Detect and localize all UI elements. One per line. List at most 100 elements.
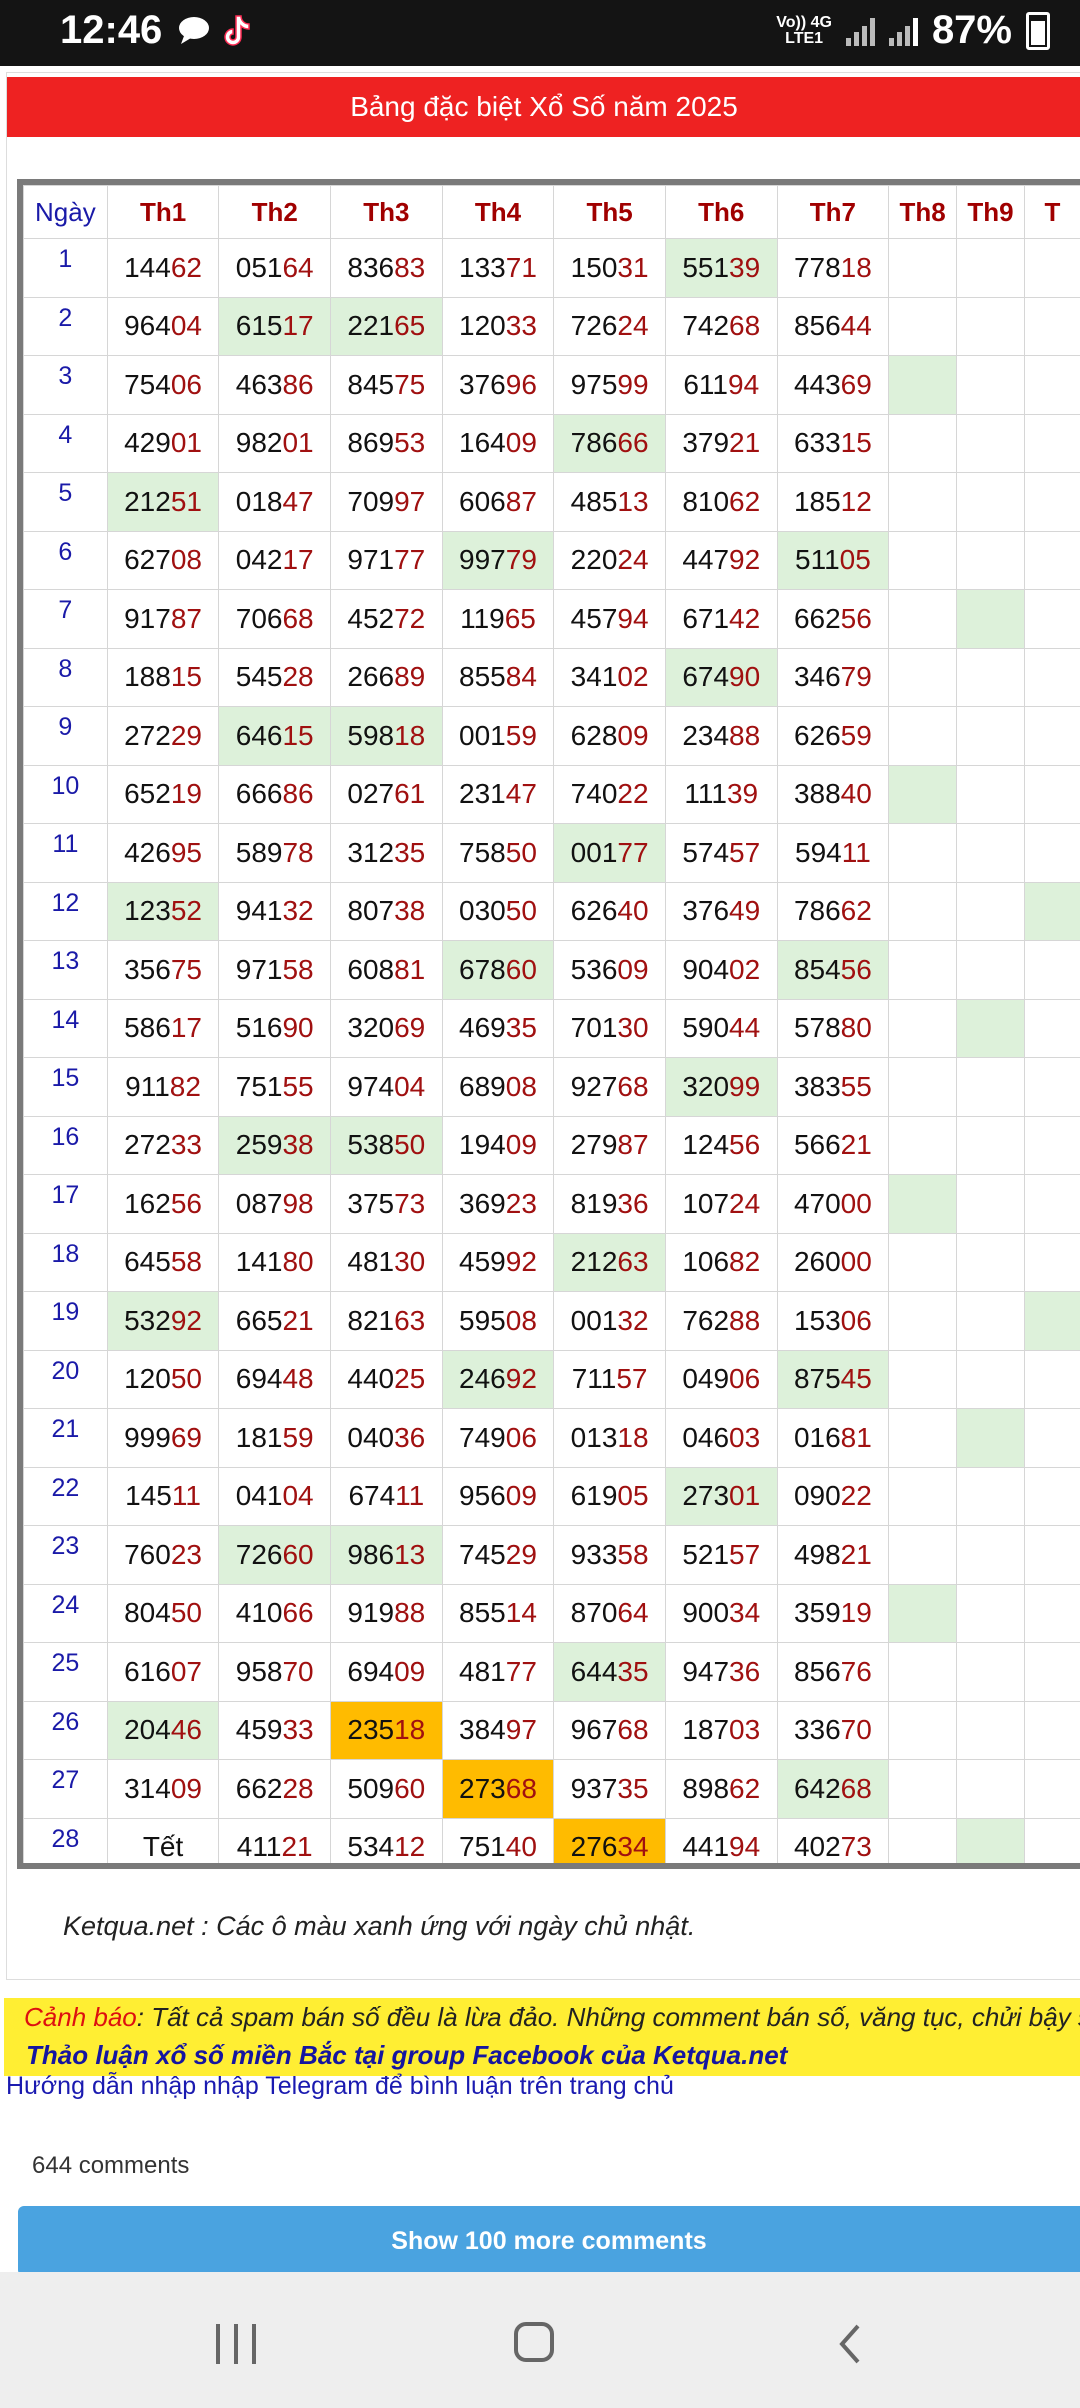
result-prefix: 356 xyxy=(124,953,171,985)
result-last-two-digits: 18 xyxy=(840,251,872,283)
result-last-two-digits: 08 xyxy=(505,1070,537,1102)
show-more-comments-button[interactable]: Show 100 more comments xyxy=(18,2206,1080,2276)
facebook-group-link[interactable]: Thảo luận xổ số miền Bắc tại group Faceb… xyxy=(26,2040,788,2070)
telegram-guide-link[interactable]: Hướng dẫn nhập nhập Telegram để bình luậ… xyxy=(6,2072,674,2100)
result-prefix: 678 xyxy=(459,953,506,985)
result-prefix: 898 xyxy=(682,1772,730,1804)
result-cell: 01318 xyxy=(553,1408,666,1468)
result-prefix: 485 xyxy=(570,485,618,517)
result-last-two-digits: 86 xyxy=(282,368,314,400)
result-last-two-digits: 03 xyxy=(729,1421,761,1453)
result-last-two-digits: 88 xyxy=(729,719,761,751)
result-cell: 45794 xyxy=(553,589,666,649)
result-cell: 91787 xyxy=(106,589,220,649)
day-cell: 11 xyxy=(23,823,108,883)
table-row: 22 14511 04104 67411 95609 61905 27301 09022 xyxy=(23,1466,1080,1526)
results-panel: Bảng đặc biệt Xổ Số năm 2025 Ngày Th1 Th2 T… xyxy=(6,72,1080,1980)
result-prefix: 001 xyxy=(570,836,618,868)
table-row: 18 64558 14180 48130 45992 21263 10682 26000 xyxy=(23,1232,1080,1292)
result-cell: Tết xyxy=(106,1817,220,1863)
result-last-two-digits: 68 xyxy=(840,1772,872,1804)
result-prefix: 665 xyxy=(235,1304,283,1336)
result-cell xyxy=(1023,530,1080,590)
result-last-two-digits: 72 xyxy=(394,602,426,634)
result-cell: 87064 xyxy=(553,1583,666,1643)
result-cell: 64615 xyxy=(218,706,332,766)
result-cell xyxy=(956,1759,1025,1819)
result-cell: 85644 xyxy=(776,296,890,356)
result-cell xyxy=(956,1583,1025,1643)
back-icon[interactable] xyxy=(830,2322,874,2366)
result-cell: 95609 xyxy=(441,1466,555,1526)
result-last-two-digits: 68 xyxy=(505,1772,537,1804)
result-last-two-digits: 09 xyxy=(170,1772,202,1804)
result-last-two-digits: 35 xyxy=(617,1772,649,1804)
table-row: 16 27233 25938 53850 19409 27987 12456 56621 xyxy=(23,1115,1080,1175)
result-prefix: 662 xyxy=(793,602,841,634)
result-last-two-digits: 36 xyxy=(394,1421,426,1453)
result-cell xyxy=(888,296,958,356)
result-prefix: 153 xyxy=(793,1304,841,1336)
result-prefix: 674 xyxy=(348,1480,396,1512)
result-last-two-digits: 35 xyxy=(394,836,426,868)
result-prefix: 919 xyxy=(347,1597,395,1629)
result-last-two-digits: 92 xyxy=(505,1246,537,1278)
result-last-two-digits: 62 xyxy=(170,251,202,283)
result-prefix: 273 xyxy=(459,1772,506,1804)
table-row: 17 16256 08798 37573 36923 81936 10724 47000 xyxy=(23,1174,1080,1234)
result-last-two-digits: 11 xyxy=(395,1480,425,1512)
result-last-two-digits: 40 xyxy=(840,778,872,810)
result-cell: 93735 xyxy=(553,1759,666,1819)
result-cell: 77818 xyxy=(776,238,890,298)
result-prefix: 141 xyxy=(235,1246,283,1278)
result-last-two-digits: 87 xyxy=(170,602,202,634)
result-prefix: 359 xyxy=(793,1597,841,1629)
result-cell xyxy=(888,647,958,707)
home-icon[interactable] xyxy=(514,2322,554,2362)
result-cell: 81062 xyxy=(664,472,778,532)
result-prefix: 204 xyxy=(124,1714,171,1746)
result-last-two-digits: 78 xyxy=(282,836,314,868)
result-last-two-digits: 79 xyxy=(840,661,872,693)
result-prefix: 046 xyxy=(682,1421,730,1453)
result-prefix: 040 xyxy=(347,1421,395,1453)
result-cell: 49821 xyxy=(776,1525,890,1585)
result-cell: 74268 xyxy=(664,296,778,356)
result-last-two-digits: 01 xyxy=(170,427,202,459)
result-last-two-digits: 07 xyxy=(170,1655,202,1687)
battery-percent: 87% xyxy=(931,8,1012,52)
result-cell: 97404 xyxy=(330,1057,443,1117)
result-last-two-digits: 81 xyxy=(394,953,426,985)
result-prefix: 845 xyxy=(347,368,395,400)
result-prefix: 611 xyxy=(683,368,728,400)
result-last-two-digits: 06 xyxy=(505,1421,537,1453)
result-prefix: 760 xyxy=(124,1538,171,1570)
result-prefix: 027 xyxy=(347,778,395,810)
result-cell: 10724 xyxy=(664,1174,778,1234)
table-row: 7 91787 70668 45272 11965 45794 67142 66256 xyxy=(23,589,1080,649)
result-cell: 44792 xyxy=(664,530,778,590)
result-last-two-digits: 21 xyxy=(729,427,761,459)
day-cell: 27 xyxy=(23,1759,108,1819)
result-cell: 98201 xyxy=(218,413,332,473)
result-last-two-digits: 52 xyxy=(170,895,202,927)
result-prefix: 030 xyxy=(459,895,506,927)
result-last-two-digits: 42 xyxy=(729,602,761,634)
result-last-two-digits: 88 xyxy=(729,1304,761,1336)
result-prefix: 626 xyxy=(570,895,618,927)
result-cell: 14462 xyxy=(106,238,220,298)
result-last-two-digits: 87 xyxy=(617,1129,649,1161)
results-table-container[interactable]: Ngày Th1 Th2 Th3 Th4 Th5 Th6 Th7 Th8 Th9 T 1 14462 0… xyxy=(17,179,1080,1869)
recent-apps-icon[interactable] xyxy=(212,2324,260,2364)
result-cell: 10682 xyxy=(664,1232,778,1292)
result-last-two-digits: 24 xyxy=(617,544,649,576)
result-cell: 58978 xyxy=(218,823,332,883)
result-last-two-digits: 57 xyxy=(729,1538,761,1570)
result-prefix: 049 xyxy=(682,1363,730,1395)
result-prefix: 187 xyxy=(682,1714,730,1746)
day-cell: 26 xyxy=(23,1700,108,1760)
result-cell: 20446 xyxy=(106,1700,220,1760)
day-cell: 17 xyxy=(23,1174,108,1234)
result-cell xyxy=(888,1291,958,1351)
day-cell: 3 xyxy=(23,355,108,415)
